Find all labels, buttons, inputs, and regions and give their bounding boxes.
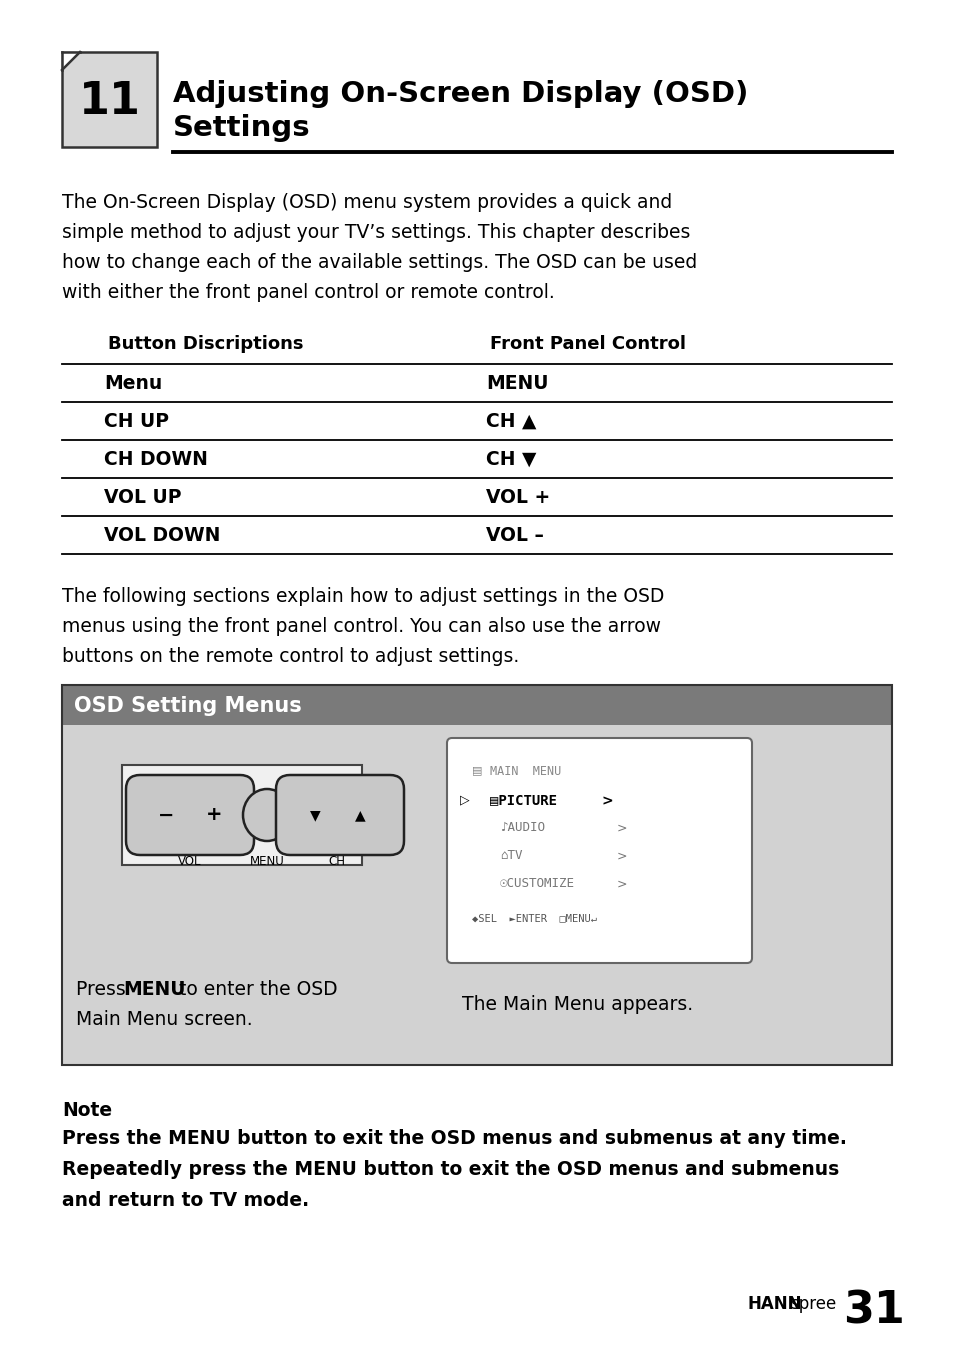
Text: 11: 11 <box>78 80 140 123</box>
Text: CH ▼: CH ▼ <box>485 450 536 469</box>
Text: menus using the front panel control. You can also use the arrow: menus using the front panel control. You… <box>62 617 660 635</box>
Text: to enter the OSD: to enter the OSD <box>172 980 337 999</box>
Text: MAIN  MENU: MAIN MENU <box>490 765 560 777</box>
Bar <box>62 51 157 147</box>
Polygon shape <box>62 51 80 70</box>
Text: MENU: MENU <box>123 980 185 999</box>
Text: spree: spree <box>789 1295 836 1313</box>
Text: >: > <box>601 794 613 808</box>
Text: >: > <box>617 850 627 863</box>
Text: HANN: HANN <box>747 1295 801 1313</box>
Text: >: > <box>617 822 627 836</box>
Text: with either the front panel control or remote control.: with either the front panel control or r… <box>62 283 554 301</box>
Text: The On-Screen Display (OSD) menu system provides a quick and: The On-Screen Display (OSD) menu system … <box>62 193 672 212</box>
Text: Repeatedly press the MENU button to exit the OSD menus and submenus: Repeatedly press the MENU button to exit… <box>62 1160 839 1179</box>
Text: Press the MENU button to exit the OSD menus and submenus at any time.: Press the MENU button to exit the OSD me… <box>62 1129 846 1148</box>
Text: The Main Menu appears.: The Main Menu appears. <box>461 995 693 1014</box>
Text: ⌂TV: ⌂TV <box>499 849 522 863</box>
Text: ▲: ▲ <box>355 808 365 822</box>
Text: ♪AUDIO: ♪AUDIO <box>499 821 544 834</box>
Text: ☉CUSTOMIZE: ☉CUSTOMIZE <box>499 877 575 890</box>
Text: CH: CH <box>328 854 345 868</box>
Text: CH UP: CH UP <box>104 412 169 431</box>
Text: 31: 31 <box>842 1290 904 1333</box>
FancyBboxPatch shape <box>447 738 751 963</box>
Text: Front Panel Control: Front Panel Control <box>490 335 685 353</box>
Text: VOL DOWN: VOL DOWN <box>104 526 220 545</box>
Bar <box>62 685 891 1065</box>
FancyBboxPatch shape <box>122 765 361 865</box>
Text: Menu: Menu <box>104 375 162 393</box>
Text: Press: Press <box>76 980 132 999</box>
Text: CH DOWN: CH DOWN <box>104 450 208 469</box>
Bar <box>62 725 891 1065</box>
Text: Adjusting On-Screen Display (OSD): Adjusting On-Screen Display (OSD) <box>172 80 747 108</box>
Text: ▤: ▤ <box>472 765 482 775</box>
Text: MENU: MENU <box>485 375 548 393</box>
Text: >: > <box>617 877 627 891</box>
Text: Main Menu screen.: Main Menu screen. <box>76 1010 253 1029</box>
Text: ▤PICTURE: ▤PICTURE <box>490 794 557 807</box>
Text: ▼: ▼ <box>310 808 320 822</box>
Text: simple method to adjust your TV’s settings. This chapter describes: simple method to adjust your TV’s settin… <box>62 223 690 242</box>
Text: VOL: VOL <box>178 854 201 868</box>
Text: −: − <box>157 806 174 825</box>
Text: CH ▲: CH ▲ <box>485 412 536 431</box>
Text: Settings: Settings <box>172 114 311 142</box>
Text: MENU: MENU <box>250 854 284 868</box>
Text: +: + <box>206 806 222 825</box>
Text: VOL UP: VOL UP <box>104 488 181 507</box>
Bar <box>62 685 891 725</box>
Text: OSD Setting Menus: OSD Setting Menus <box>74 696 301 717</box>
Text: VOL +: VOL + <box>485 488 550 507</box>
Text: ◆SEL  ►ENTER  □MENU↵: ◆SEL ►ENTER □MENU↵ <box>472 913 597 923</box>
FancyBboxPatch shape <box>275 775 403 854</box>
Text: ▷: ▷ <box>459 794 469 806</box>
Text: how to change each of the available settings. The OSD can be used: how to change each of the available sett… <box>62 253 697 272</box>
Text: VOL –: VOL – <box>485 526 543 545</box>
FancyBboxPatch shape <box>126 775 253 854</box>
Text: buttons on the remote control to adjust settings.: buttons on the remote control to adjust … <box>62 648 518 667</box>
Ellipse shape <box>243 790 291 841</box>
Text: Note: Note <box>62 1101 112 1119</box>
Text: Button Discriptions: Button Discriptions <box>108 335 303 353</box>
Text: The following sections explain how to adjust settings in the OSD: The following sections explain how to ad… <box>62 587 663 606</box>
Text: and return to TV mode.: and return to TV mode. <box>62 1191 309 1210</box>
